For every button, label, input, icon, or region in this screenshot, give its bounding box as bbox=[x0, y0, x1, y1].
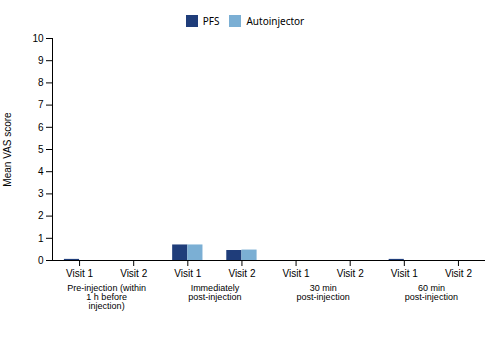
svg-text:Visit 1: Visit 1 bbox=[174, 268, 201, 279]
svg-text:Visit 1: Visit 1 bbox=[391, 268, 418, 279]
svg-text:9: 9 bbox=[38, 55, 44, 66]
svg-text:Visit 2: Visit 2 bbox=[228, 268, 255, 279]
svg-text:Mean VAS score: Mean VAS score bbox=[2, 112, 13, 187]
svg-text:7: 7 bbox=[38, 99, 44, 110]
html-text:Autoinjector: Autoinjector bbox=[246, 13, 305, 28]
svg-text:5: 5 bbox=[38, 144, 44, 155]
svg-text:Visit 2: Visit 2 bbox=[120, 268, 147, 279]
svg-text:0: 0 bbox=[38, 255, 44, 266]
svg-text:Visit 2: Visit 2 bbox=[445, 268, 472, 279]
html-text:PFS: PFS bbox=[202, 13, 220, 28]
svg-text:30 minpost-injection: 30 minpost-injection bbox=[297, 283, 350, 302]
svg-text:1: 1 bbox=[38, 233, 44, 244]
svg-text:Visit 1: Visit 1 bbox=[283, 268, 310, 279]
svg-text:3: 3 bbox=[38, 188, 44, 199]
svg-text:Pre-injection (within1 h befor: Pre-injection (within1 h beforeinjection… bbox=[67, 283, 146, 311]
svg-text:Immediatelypost-injection: Immediatelypost-injection bbox=[188, 283, 241, 302]
svg-text:60 minpost-injection: 60 minpost-injection bbox=[405, 283, 458, 302]
svg-text:6: 6 bbox=[38, 122, 44, 133]
svg-text:4: 4 bbox=[38, 166, 44, 177]
svg-text:10: 10 bbox=[32, 33, 44, 44]
svg-text:Visit 2: Visit 2 bbox=[337, 268, 364, 279]
svg-text:Visit 1: Visit 1 bbox=[66, 268, 93, 279]
svg-text:8: 8 bbox=[38, 77, 44, 88]
svg-text:2: 2 bbox=[38, 210, 44, 221]
